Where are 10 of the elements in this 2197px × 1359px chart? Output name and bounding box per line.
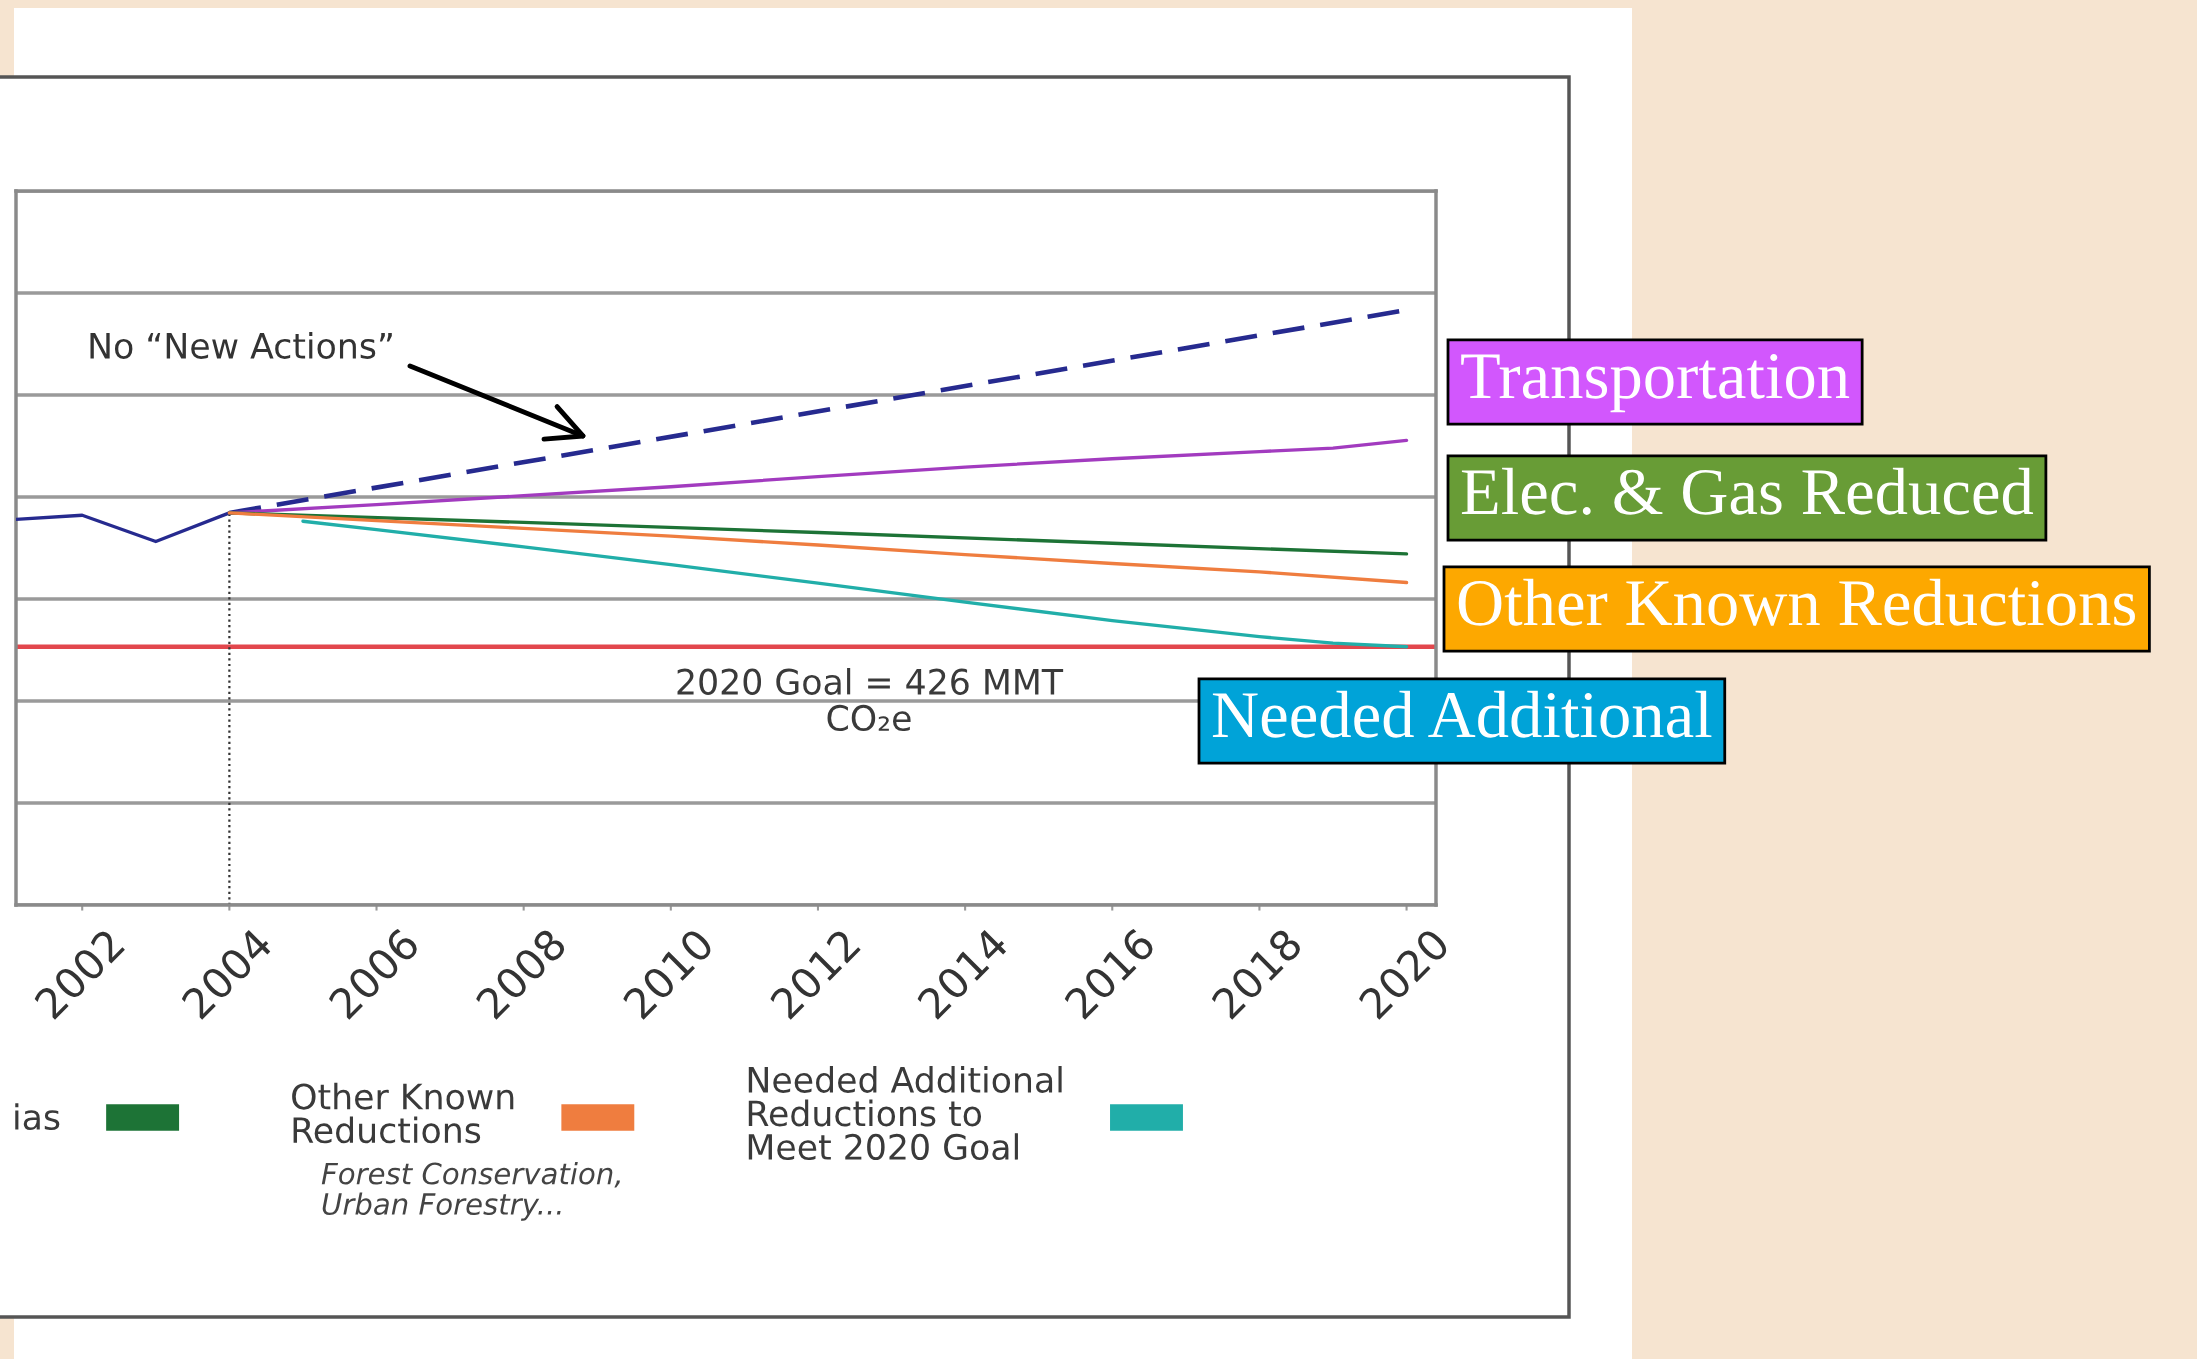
text: Forest Conservation, Urban Forestry...	[321, 1162, 620, 1221]
legend-label: Needed Additional Reductions to Meet 2020 Goal	[748, 1066, 1062, 1161]
text: Transportation	[1461, 353, 1850, 413]
annotation: Needed Additional	[1212, 690, 1712, 738]
text: Elec. & Gas Reduced	[1461, 467, 2034, 515]
legend-label: Other Known Reductions	[292, 1082, 514, 1144]
annotation: 2020 Goal = 426 MMT CO₂e	[677, 668, 1064, 732]
annotation: No “New Actions”	[90, 332, 392, 359]
legend-label: ias	[15, 1103, 60, 1131]
text: Other Known Reductions	[1458, 578, 2135, 626]
